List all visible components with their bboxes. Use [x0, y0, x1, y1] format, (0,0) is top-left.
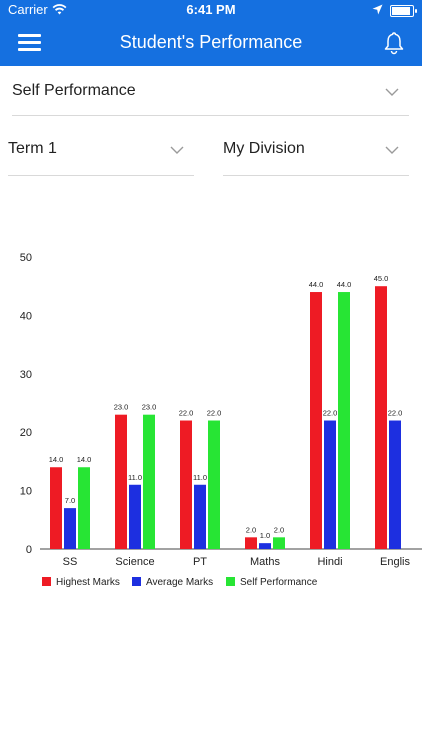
performance-type-dropdown[interactable]: Self Performance [12, 82, 409, 116]
bar-value-label: 44.0 [337, 280, 352, 289]
legend-item: Self Performance [226, 577, 317, 588]
chart-bar [129, 484, 141, 549]
y-tick-label: 10 [20, 486, 32, 498]
chart-bar [180, 420, 192, 549]
bar-value-label: 11.0 [128, 473, 142, 482]
chart-bar [375, 286, 387, 549]
chart-bar [273, 537, 285, 549]
legend-swatch [132, 577, 141, 586]
bar-value-label: 22.0 [323, 409, 338, 418]
y-tick-label: 30 [20, 369, 32, 381]
legend-item: Average Marks [132, 577, 213, 588]
chart-bar [115, 414, 127, 549]
status-bar: Carrier 6:41 PM [0, 0, 422, 20]
x-tick-label: Hindi [317, 556, 342, 568]
legend-item: Highest Marks [42, 577, 120, 588]
legend-label: Self Performance [240, 577, 318, 588]
chart-bar [194, 484, 206, 549]
chart-bar [245, 537, 257, 549]
chart-bar [389, 420, 401, 549]
bar-value-label: 14.0 [77, 455, 92, 464]
nav-bar: Student's Performance [0, 20, 422, 66]
chart-bar [64, 508, 76, 549]
status-time: 6:41 PM [186, 2, 236, 17]
bar-value-label: 23.0 [142, 403, 157, 412]
performance-type-value: Self Performance [12, 82, 136, 99]
performance-bar-chart: 0 10 20 30 40 50 14.0 7.0 14.0 SS 23.0 11.0 23.0 Scie… [20, 252, 422, 568]
chevron-down-icon [385, 146, 399, 154]
y-tick-label: 0 [26, 544, 32, 556]
bar-value-label: 45.0 [374, 274, 389, 283]
chart-bar [208, 420, 220, 549]
chevron-down-icon [170, 146, 184, 154]
term-value: Term 1 [8, 140, 57, 157]
battery-icon [390, 5, 417, 17]
chart-bar [338, 292, 350, 549]
bar-value-label: 22.0 [207, 409, 222, 418]
chart-bar [50, 467, 62, 549]
chevron-down-icon [385, 88, 399, 96]
legend-label: Highest Marks [56, 577, 120, 588]
x-tick-label: Maths [250, 556, 280, 568]
x-tick-label: Englis [380, 556, 410, 568]
bar-value-label: 22.0 [179, 409, 194, 418]
bar-value-label: 2.0 [246, 525, 256, 534]
page-title: Student's Performance [119, 32, 303, 52]
chart-bar [143, 414, 155, 549]
location-arrow-icon [372, 4, 383, 15]
y-tick-label: 40 [20, 310, 32, 322]
y-tick-label: 20 [20, 427, 32, 439]
bell-icon[interactable] [384, 31, 404, 55]
bar-value-label: 11.0 [193, 473, 207, 482]
chart-bar [259, 543, 271, 549]
chart-bar [324, 420, 336, 549]
bar-value-label: 1.0 [260, 531, 270, 540]
bar-value-label: 2.0 [274, 525, 284, 534]
hamburger-menu-icon[interactable] [18, 33, 42, 53]
wifi-icon [52, 4, 67, 15]
x-tick-label: SS [63, 556, 78, 568]
division-value: My Division [223, 140, 305, 157]
division-dropdown[interactable]: My Division [223, 140, 409, 176]
bar-value-label: 14.0 [49, 455, 64, 464]
chart-bar [78, 467, 90, 549]
bar-value-label: 44.0 [309, 280, 324, 289]
legend-swatch [226, 577, 235, 586]
legend-label: Average Marks [146, 577, 214, 588]
term-dropdown[interactable]: Term 1 [8, 140, 194, 176]
x-tick-label: PT [193, 556, 207, 568]
chart-bar [310, 292, 322, 549]
y-tick-label: 50 [20, 252, 32, 264]
bar-value-label: 22.0 [388, 409, 403, 418]
carrier-label: Carrier [8, 2, 48, 17]
legend-swatch [42, 577, 51, 586]
x-tick-label: Science [115, 556, 154, 568]
bar-value-label: 23.0 [114, 403, 129, 412]
bar-value-label: 7.0 [65, 496, 75, 505]
